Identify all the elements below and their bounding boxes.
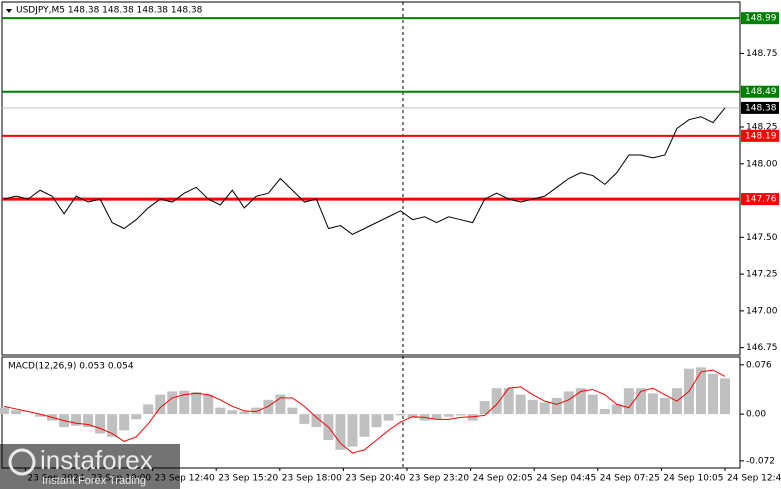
y-tick-label: 147.25	[746, 270, 778, 280]
macd-bar	[383, 414, 394, 421]
level-line-box	[741, 12, 779, 25]
price-frame	[1, 1, 741, 356]
level-line-label: 147.76	[745, 195, 777, 205]
last-price-box	[741, 101, 779, 114]
macd-bar	[539, 402, 550, 415]
macd-bar	[647, 393, 658, 415]
x-tick-label: 24 Sep 07:25	[600, 474, 660, 484]
x-tick-label: 23 Sep 15:20	[218, 474, 278, 484]
macd-bar	[635, 388, 646, 415]
macd-bar	[395, 414, 406, 416]
macd-bar	[695, 367, 706, 415]
macd-bar	[599, 408, 610, 415]
y-tick-label: 146.75	[746, 343, 778, 353]
macd-bar	[11, 410, 22, 415]
macd-bar	[251, 407, 262, 415]
macd-bar	[191, 392, 202, 415]
macd-bar	[551, 397, 562, 415]
macd-bar	[431, 414, 442, 420]
x-tick-label: 24 Sep 10:05	[663, 474, 723, 484]
macd-bar	[167, 391, 178, 415]
level-line-label: 148.49	[745, 87, 777, 97]
macd-bar	[71, 414, 82, 426]
level-line-label: 148.19	[745, 131, 777, 141]
macd-bar	[371, 414, 382, 428]
macd-bar	[35, 414, 46, 417]
macd-bar	[179, 390, 190, 415]
macd-bar	[335, 414, 346, 450]
macd-bar	[203, 394, 214, 415]
x-tick-label: 24 Sep 04:45	[536, 474, 596, 484]
x-tick-label: 23 Sep 23:20	[409, 474, 469, 484]
macd-bar	[83, 414, 94, 428]
menu-arrow	[6, 9, 12, 13]
macd-bar	[359, 414, 370, 437]
macd-bar	[227, 410, 238, 415]
macd-bar	[299, 414, 310, 424]
watermark-logo	[8, 448, 36, 476]
y-tick-label: 148.25	[746, 123, 778, 133]
macd-bar	[239, 411, 250, 415]
macd-bar	[155, 394, 166, 415]
macd-bar	[491, 388, 502, 415]
macd-bar	[515, 394, 526, 415]
macd-bar	[215, 407, 226, 415]
watermark: instaforex Instant Forex Trading	[0, 444, 180, 489]
level-line-box	[741, 85, 779, 98]
macd-bar	[0, 407, 9, 415]
macd-bar	[455, 414, 466, 416]
macd-bar	[659, 397, 670, 415]
y-tick-label: 148.75	[746, 49, 778, 59]
macd-title: MACD(12,26,9) 0.053 0.054	[8, 362, 134, 372]
macd-bar	[575, 388, 586, 415]
macd-signal	[3, 369, 726, 454]
macd-bar	[623, 388, 634, 415]
y-tick-label: 147.50	[746, 233, 778, 243]
level-line-box	[741, 129, 779, 142]
macd-bar	[467, 414, 478, 421]
macd-bar	[287, 407, 298, 415]
chart-header: USDJPY,M5 148.38 148.38 148.38 148.38	[16, 6, 203, 16]
last-price-label: 148.38	[745, 103, 777, 113]
macd-bar	[611, 404, 622, 415]
macd-bar	[143, 404, 154, 415]
watermark-tagline: Instant Forex Trading	[42, 475, 146, 487]
macd-bar	[275, 394, 286, 415]
macd-bar	[95, 414, 106, 434]
level-line-label: 148.99	[745, 14, 777, 24]
macd-bar	[107, 414, 118, 437]
macd-bar	[311, 414, 322, 428]
y-tick-label: -0.072	[746, 456, 775, 466]
x-tick-label: 23 Sep 20:40	[345, 474, 405, 484]
macd-bar	[119, 414, 130, 431]
level-line-box	[741, 193, 779, 206]
macd-bar	[131, 414, 142, 420]
y-tick-label: 0.00	[746, 410, 766, 420]
y-tick-label: 0.076	[746, 360, 772, 370]
x-tick-label: 23 Sep 12:40	[155, 474, 215, 484]
watermark-brand: instaforex	[40, 445, 153, 475]
macd-bar	[479, 401, 490, 415]
macd-bar	[503, 388, 514, 415]
x-tick-label: 24 Sep 12:45	[727, 474, 781, 484]
macd-bar	[587, 394, 598, 415]
x-tick-label: 24 Sep 02:05	[473, 474, 533, 484]
price-line	[3, 107, 726, 235]
macd-bar	[707, 373, 718, 415]
macd-bar	[407, 414, 418, 419]
x-tick-label: 23 Sep 18:00	[282, 474, 342, 484]
y-tick-label: 148.00	[746, 159, 778, 169]
macd-bar	[443, 414, 454, 417]
macd-bar	[720, 378, 730, 415]
macd-bar	[263, 399, 274, 415]
macd-bar	[347, 414, 358, 447]
y-tick-label: 147.00	[746, 306, 778, 316]
macd-bar	[563, 391, 574, 415]
macd-bar	[527, 399, 538, 415]
